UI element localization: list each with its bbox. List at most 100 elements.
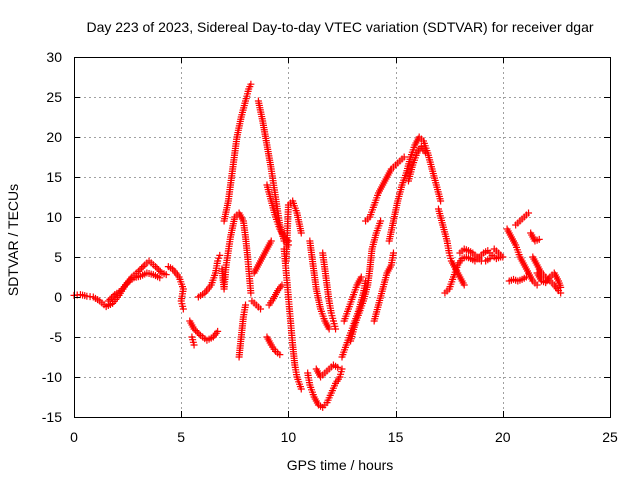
data-point (499, 253, 507, 261)
series-arc28 (434, 205, 468, 289)
data-point (195, 330, 203, 338)
series-arc10 (250, 237, 275, 277)
series-arc26 (385, 133, 445, 245)
data-point (334, 363, 342, 371)
series-arc25 (370, 249, 397, 325)
series-arc6 (218, 209, 255, 297)
series-arc35 (527, 229, 543, 245)
data-point (216, 251, 224, 259)
y-tick-label: 25 (46, 89, 62, 105)
series-arc27 (404, 143, 430, 185)
series-arc20 (319, 249, 340, 333)
data-point (525, 209, 533, 217)
x-tick-label: 10 (281, 429, 297, 445)
series-arc32 (505, 273, 530, 285)
series-arc18 (304, 365, 346, 411)
data-point (486, 255, 494, 263)
data-point (297, 385, 305, 393)
series-arc4 (188, 333, 198, 349)
series-arc31 (490, 245, 507, 261)
data-point (247, 80, 255, 88)
data-point (214, 327, 222, 335)
data-point (109, 292, 117, 300)
data-point (389, 249, 397, 257)
data-point (190, 325, 198, 333)
series-arc2 (164, 263, 187, 313)
series-arc22 (347, 217, 385, 345)
data-point (325, 325, 333, 333)
y-tick-label: -15 (42, 409, 62, 425)
chart-title: Day 223 of 2023, Sidereal Day-to-day VTE… (86, 19, 593, 35)
series-arc12 (263, 181, 292, 245)
data-point (162, 271, 170, 279)
data-point (400, 153, 408, 161)
series-arc3 (186, 317, 222, 344)
y-tick-label: -10 (42, 369, 62, 385)
data-point (533, 281, 541, 289)
series-arc15 (282, 197, 305, 265)
y-tick-label: -5 (50, 329, 63, 345)
data-point (104, 297, 112, 305)
data-point (460, 281, 468, 289)
x-tick-label: 15 (388, 429, 404, 445)
data-point (108, 294, 116, 302)
series-arc24 (362, 153, 408, 225)
data-point (155, 266, 163, 274)
y-tick-label: 0 (54, 289, 62, 305)
series-arc14 (265, 281, 286, 309)
data-point (357, 273, 365, 281)
x-tick-label: 25 (602, 429, 618, 445)
y-tick-label: 20 (46, 129, 62, 145)
data-point (242, 301, 250, 309)
data-point (247, 289, 255, 297)
series-arc1 (70, 257, 170, 311)
data-point (422, 149, 430, 157)
data-point (332, 325, 340, 333)
data-point (338, 365, 346, 373)
ticks-layer: 0 5 10 15 20 25 30 25 20 15 10 5 0 -5 -10 -15 (42, 49, 618, 445)
data-point (437, 197, 445, 205)
y-tick-label: 5 (54, 249, 62, 265)
data-point (139, 263, 147, 271)
series-arc34 (512, 209, 533, 229)
x-tick-label: 5 (177, 429, 185, 445)
y-tick-label: 15 (46, 169, 62, 185)
y-tick-label: 10 (46, 209, 62, 225)
series-arc17 (306, 237, 333, 333)
series-arc16 (280, 245, 305, 393)
series-arc11 (254, 97, 292, 249)
series-arc8 (235, 301, 250, 361)
data-point (267, 237, 275, 245)
data-point (190, 341, 198, 349)
series-arc36 (529, 253, 565, 297)
series-arc30 (456, 245, 494, 265)
series-arc1b (104, 269, 164, 305)
data-point (156, 274, 164, 282)
series-arc37 (533, 269, 565, 291)
series-arc33 (503, 225, 541, 289)
data-point (257, 305, 265, 313)
x-tick-label: 0 (70, 429, 78, 445)
data-point (192, 327, 200, 335)
data-point (151, 263, 159, 271)
y-axis-label: SDTVAR / TECUs (5, 184, 21, 296)
data-point (377, 217, 385, 225)
plot-frame (74, 57, 611, 418)
series-arc19 (312, 361, 342, 381)
data-point (138, 264, 146, 272)
series-arc7 (220, 80, 255, 225)
data-point (535, 235, 543, 243)
series-arc13 (263, 333, 284, 359)
series-arc5 (194, 251, 224, 301)
data-point (179, 305, 187, 313)
y-tick-label: 30 (46, 49, 62, 65)
data-point (297, 229, 305, 237)
data-point (193, 328, 201, 336)
marks-layer (70, 80, 565, 411)
data-point (156, 267, 164, 275)
series-arc23 (340, 273, 365, 325)
data-point (106, 295, 114, 303)
x-axis-label: GPS time / hours (287, 457, 394, 473)
series-arc9 (248, 297, 265, 313)
